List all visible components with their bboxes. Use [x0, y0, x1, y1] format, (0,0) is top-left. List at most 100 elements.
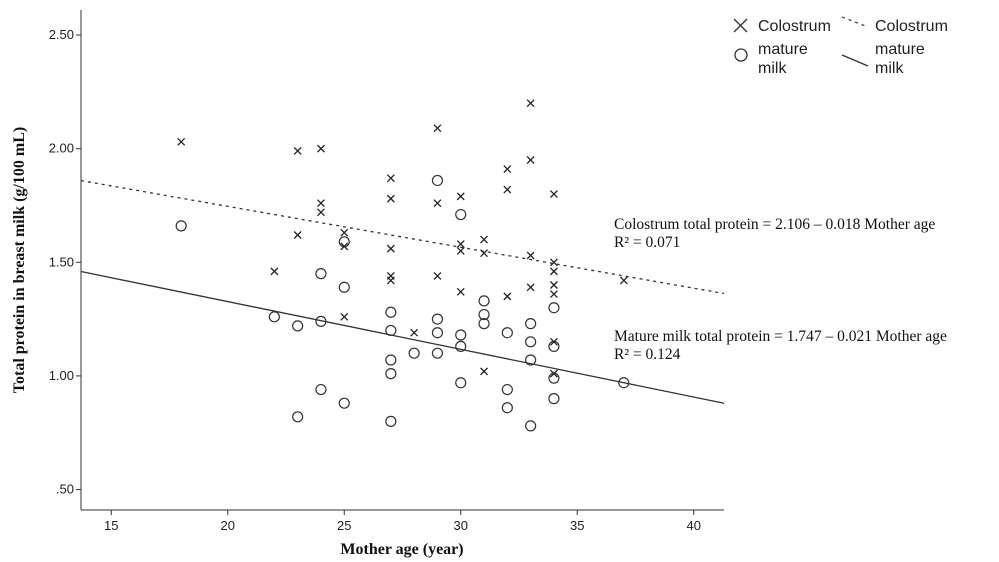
- y-tick-label: 2.00: [49, 141, 74, 156]
- colostrum-point: [619, 276, 628, 285]
- mature-milk-point: [315, 268, 327, 280]
- mature-milk-point: [338, 236, 350, 248]
- colostrum-point: [549, 190, 558, 199]
- legend-marker-x-icon: [733, 18, 748, 33]
- colostrum-point: [410, 328, 419, 337]
- colostrum-point: [526, 99, 535, 108]
- mature-milk-point: [292, 411, 304, 423]
- mature-milk-point: [431, 174, 444, 187]
- legend-dashed-line-icon: [841, 16, 869, 28]
- mature-milk-point: [292, 320, 304, 332]
- colostrum-point: [177, 137, 186, 146]
- colostrum-point: [549, 281, 558, 289]
- colostrum-point: [293, 146, 302, 155]
- mature-milk-point: [175, 220, 187, 232]
- colostrum-point: [456, 240, 465, 249]
- mature-milk-point: [385, 354, 397, 366]
- mature-milk-r2: R² = 0.124: [614, 346, 681, 363]
- colostrum-point: [270, 267, 279, 276]
- mature-milk-point: [618, 377, 630, 389]
- mature-milk-point: [268, 311, 280, 323]
- colostrum-point: [549, 258, 558, 267]
- colostrum-point: [317, 199, 325, 208]
- mature-milk-point: [455, 329, 467, 341]
- mature-milk-point: [431, 347, 444, 359]
- colostrum-point: [526, 156, 535, 164]
- mature-milk-point: [525, 354, 537, 366]
- mature-milk-point: [385, 415, 397, 427]
- colostrum-point: [386, 276, 395, 285]
- y-tick-label: .50: [56, 482, 74, 497]
- colostrum-equation: Colostrum total protein = 2.106 – 0.018 …: [614, 216, 935, 233]
- mature-milk-point: [455, 208, 467, 221]
- legend-marker-circle-icon: [734, 48, 748, 62]
- x-tick-label: 15: [104, 518, 118, 533]
- colostrum-point: [480, 235, 488, 244]
- colostrum-point: [433, 199, 442, 208]
- legend-colostrum-line-label: Colostrum: [875, 18, 948, 35]
- colostrum-point: [480, 367, 488, 376]
- x-tick-label: 20: [221, 518, 235, 533]
- mature-milk-equation: Mature milk total protein = 1.747 – 0.02…: [614, 328, 947, 345]
- legend-mature-milk-marker-label-line1: mature: [758, 41, 808, 58]
- colostrum-point: [317, 144, 325, 153]
- y-tick-label: 2.50: [49, 27, 74, 42]
- x-axis-title: Mother age (year): [340, 541, 463, 558]
- colostrum-point: [456, 287, 465, 296]
- colostrum-point: [433, 124, 442, 133]
- legend-mature-milk-line-label-line1: mature: [875, 41, 925, 58]
- mature-milk-point: [478, 295, 490, 307]
- colostrum-point: [526, 251, 535, 260]
- mature-milk-point: [525, 318, 537, 330]
- mature-milk-point: [431, 327, 444, 339]
- y-axis-ticks: .50 1.00 1.50 2.00 2.50: [49, 27, 81, 497]
- colostrum-point: [293, 231, 302, 239]
- legend: Colostrum Colostrum mature milk mature m…: [733, 16, 948, 77]
- colostrum-point: [503, 292, 512, 301]
- colostrum-point: [317, 208, 325, 217]
- colostrum-point: [526, 283, 535, 292]
- x-tick-label: 35: [570, 518, 584, 533]
- mature-milk-point: [455, 340, 467, 352]
- colostrum-point: [549, 290, 558, 299]
- colostrum-point: [386, 174, 395, 183]
- colostrum-r2: R² = 0.071: [614, 234, 680, 251]
- mature-milk-point: [501, 327, 513, 339]
- colostrum-point: [480, 249, 488, 258]
- y-tick-label: 1.00: [49, 368, 74, 383]
- legend-mature-milk-marker-label-line2: milk: [758, 60, 787, 77]
- plot-area: [80, 99, 725, 432]
- colostrum-point: [503, 185, 512, 194]
- mature-milk-point: [315, 315, 327, 327]
- mature-milk-point: [548, 372, 560, 384]
- legend-colostrum-marker-label: Colostrum: [758, 18, 831, 35]
- mature-milk-point: [548, 340, 560, 352]
- mature-milk-point: [338, 397, 350, 409]
- y-axis-title: Total protein in breast milk (g/100 mL): [11, 127, 28, 393]
- mature-milk-point: [501, 402, 513, 414]
- mature-milk-point: [408, 347, 420, 359]
- mature-milk-point: [385, 324, 397, 337]
- colostrum-point: [503, 165, 512, 174]
- colostrum-point: [549, 267, 558, 276]
- mature-milk-point: [338, 281, 350, 293]
- mature-milk-point: [385, 368, 397, 380]
- x-tick-label: 30: [454, 518, 468, 533]
- mature-milk-point: [525, 336, 537, 348]
- legend-mature-milk-line-label-line2: milk: [875, 60, 904, 77]
- y-tick-label: 1.50: [49, 254, 74, 269]
- x-tick-label: 25: [337, 518, 351, 533]
- mature-milk-point: [525, 420, 537, 432]
- mature-milk-point: [548, 302, 560, 314]
- colostrum-point: [386, 194, 395, 203]
- mature-milk-point: [478, 308, 490, 321]
- mature-milk-fit-line: [80, 270, 725, 404]
- mature-milk-point: [548, 393, 560, 405]
- colostrum-point: [340, 312, 349, 321]
- mature-milk-point: [455, 377, 467, 389]
- colostrum-point: [386, 244, 395, 253]
- colostrum-point: [433, 271, 442, 280]
- x-tick-label: 40: [686, 518, 700, 533]
- mature-milk-point: [385, 306, 397, 318]
